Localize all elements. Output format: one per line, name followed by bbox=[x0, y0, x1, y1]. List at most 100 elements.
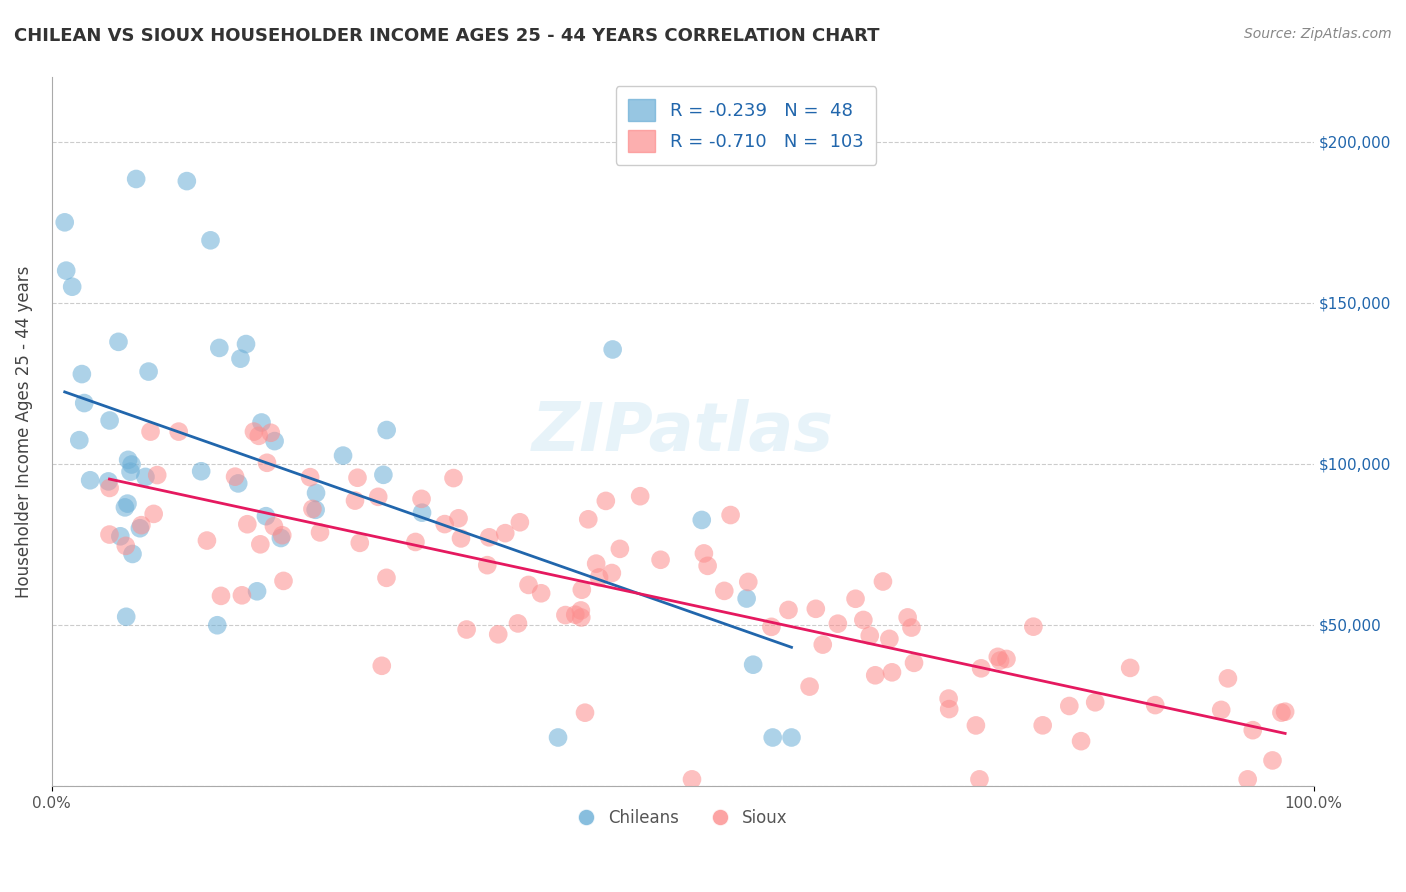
Point bbox=[761, 620, 783, 634]
Point bbox=[571, 582, 593, 597]
Point bbox=[270, 531, 292, 545]
Point bbox=[443, 471, 465, 485]
Point bbox=[207, 618, 229, 632]
Point bbox=[53, 215, 76, 229]
Point bbox=[301, 502, 323, 516]
Point bbox=[1236, 772, 1258, 787]
Point bbox=[67, 433, 90, 447]
Point bbox=[190, 464, 212, 478]
Point bbox=[121, 547, 143, 561]
Point bbox=[494, 526, 516, 541]
Point bbox=[343, 493, 366, 508]
Point bbox=[477, 558, 499, 573]
Point bbox=[970, 661, 993, 675]
Point bbox=[139, 425, 162, 439]
Point bbox=[903, 656, 925, 670]
Point bbox=[117, 453, 139, 467]
Point bbox=[332, 449, 354, 463]
Point bbox=[114, 539, 136, 553]
Point bbox=[720, 508, 742, 522]
Point bbox=[231, 588, 253, 602]
Point bbox=[309, 525, 332, 540]
Point bbox=[852, 613, 875, 627]
Point bbox=[98, 413, 121, 427]
Point bbox=[799, 680, 821, 694]
Point bbox=[433, 517, 456, 532]
Point bbox=[456, 623, 478, 637]
Point bbox=[1216, 671, 1239, 685]
Point bbox=[375, 423, 398, 437]
Point bbox=[585, 557, 607, 571]
Point bbox=[447, 511, 470, 525]
Point bbox=[114, 500, 136, 515]
Point bbox=[969, 772, 991, 787]
Point bbox=[650, 553, 672, 567]
Point bbox=[1022, 620, 1045, 634]
Point bbox=[229, 351, 252, 366]
Point bbox=[602, 343, 624, 357]
Point bbox=[450, 532, 472, 546]
Point bbox=[176, 174, 198, 188]
Point bbox=[404, 535, 426, 549]
Point bbox=[304, 503, 326, 517]
Point bbox=[249, 537, 271, 551]
Point bbox=[131, 518, 153, 533]
Point bbox=[509, 515, 531, 529]
Point bbox=[737, 574, 759, 589]
Point bbox=[988, 654, 1011, 668]
Point bbox=[965, 718, 987, 732]
Point bbox=[1032, 718, 1054, 732]
Point bbox=[762, 731, 785, 745]
Point bbox=[235, 337, 257, 351]
Point bbox=[254, 509, 277, 524]
Point bbox=[367, 490, 389, 504]
Point bbox=[478, 530, 501, 544]
Point bbox=[411, 506, 433, 520]
Point bbox=[1270, 706, 1292, 720]
Point bbox=[569, 610, 592, 624]
Point bbox=[569, 603, 592, 617]
Point bbox=[872, 574, 894, 589]
Point bbox=[224, 469, 246, 483]
Point bbox=[208, 341, 231, 355]
Point bbox=[134, 470, 156, 484]
Point bbox=[107, 334, 129, 349]
Point bbox=[115, 609, 138, 624]
Point bbox=[859, 629, 882, 643]
Point bbox=[125, 172, 148, 186]
Point bbox=[1059, 698, 1081, 713]
Point bbox=[1144, 698, 1167, 712]
Point bbox=[260, 425, 283, 440]
Point bbox=[1261, 753, 1284, 767]
Point bbox=[110, 529, 132, 543]
Point bbox=[256, 456, 278, 470]
Y-axis label: Householder Income Ages 25 - 44 years: Householder Income Ages 25 - 44 years bbox=[15, 266, 32, 598]
Point bbox=[995, 652, 1018, 666]
Point bbox=[1274, 705, 1296, 719]
Point bbox=[273, 574, 295, 588]
Point bbox=[79, 473, 101, 487]
Point bbox=[811, 638, 834, 652]
Point bbox=[1211, 703, 1233, 717]
Point bbox=[371, 658, 394, 673]
Point bbox=[897, 610, 920, 624]
Point bbox=[349, 536, 371, 550]
Point bbox=[609, 541, 631, 556]
Point bbox=[1084, 695, 1107, 709]
Point bbox=[73, 396, 96, 410]
Point bbox=[900, 621, 922, 635]
Point bbox=[117, 497, 139, 511]
Point bbox=[200, 233, 222, 247]
Point bbox=[60, 279, 83, 293]
Point bbox=[690, 513, 713, 527]
Point bbox=[70, 367, 93, 381]
Point bbox=[271, 528, 294, 542]
Point bbox=[530, 586, 553, 600]
Point bbox=[226, 476, 249, 491]
Text: CHILEAN VS SIOUX HOUSEHOLDER INCOME AGES 25 - 44 YEARS CORRELATION CHART: CHILEAN VS SIOUX HOUSEHOLDER INCOME AGES… bbox=[14, 27, 880, 45]
Point bbox=[263, 519, 285, 533]
Text: Source: ZipAtlas.com: Source: ZipAtlas.com bbox=[1244, 27, 1392, 41]
Point bbox=[600, 566, 623, 580]
Point bbox=[97, 475, 120, 489]
Point bbox=[1070, 734, 1092, 748]
